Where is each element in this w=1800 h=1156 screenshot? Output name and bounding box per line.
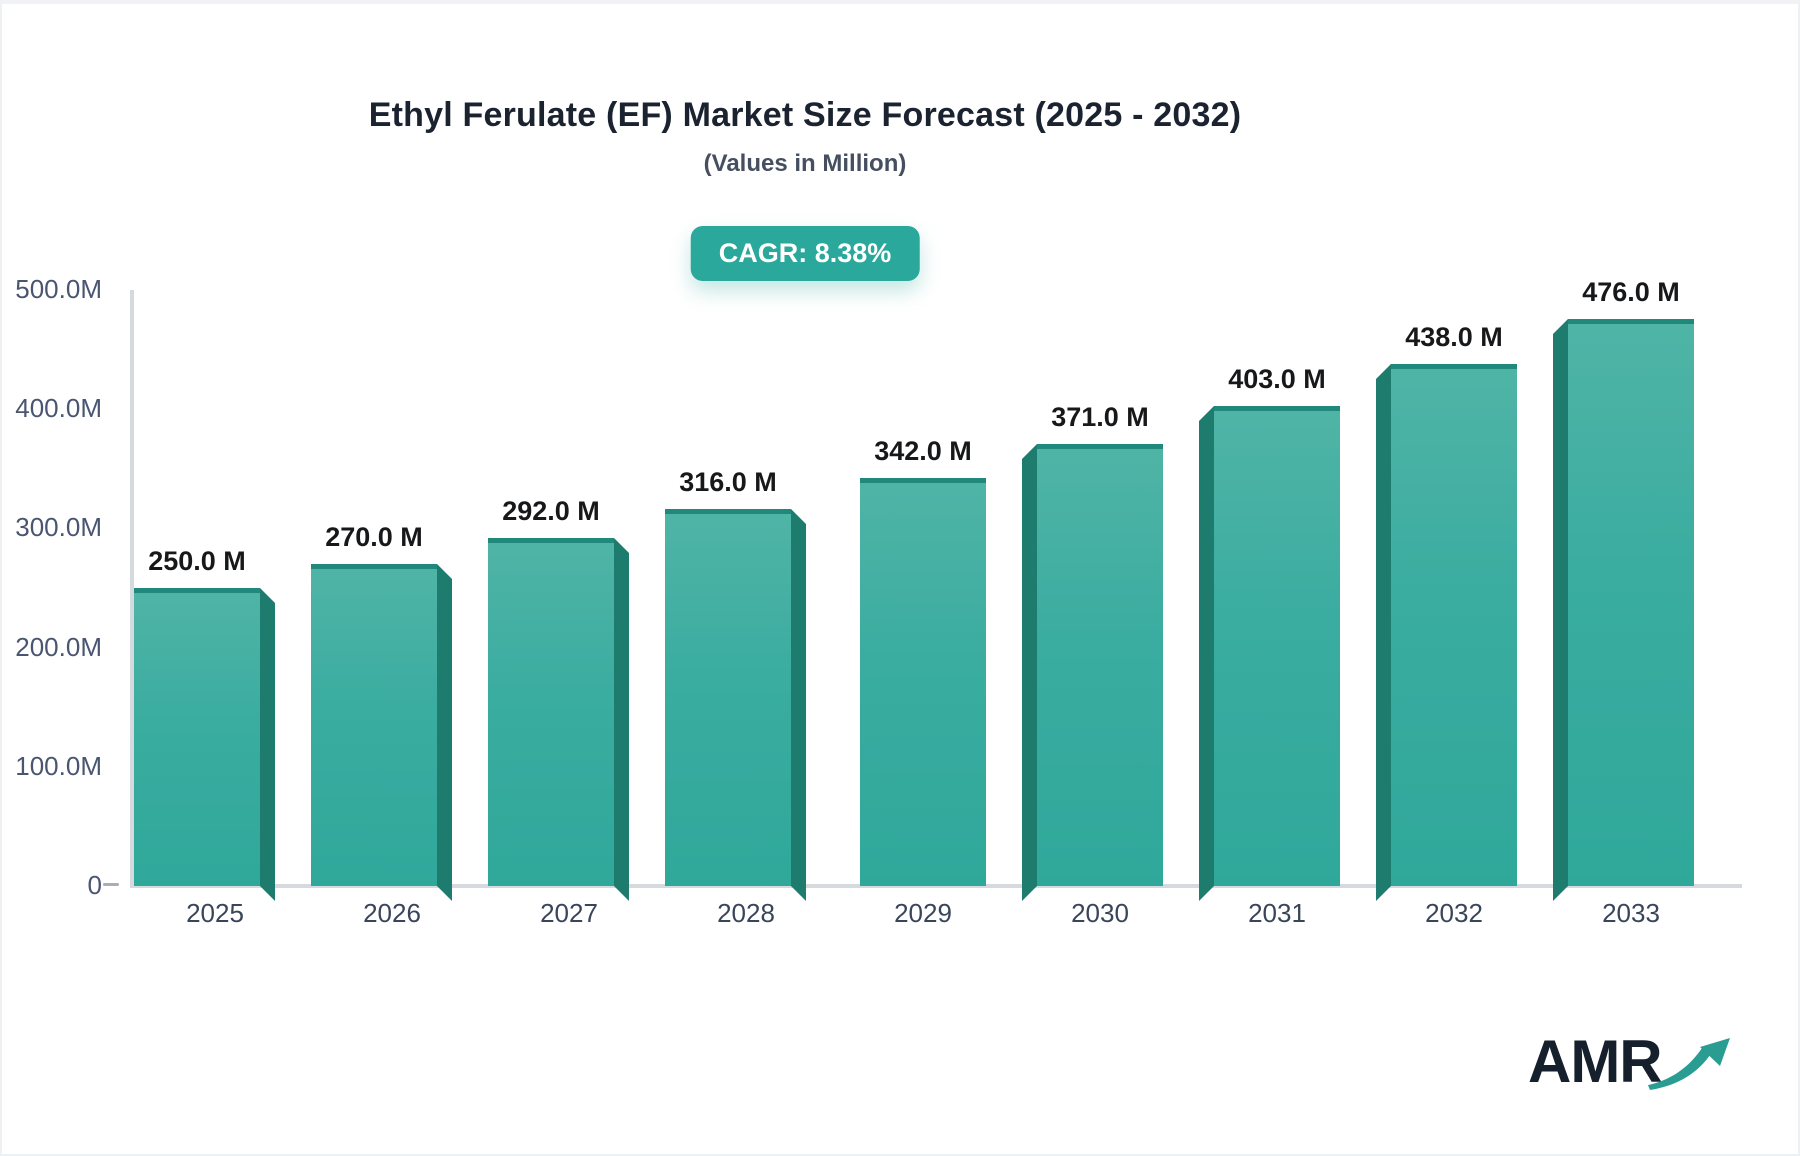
bar-2033[interactable] xyxy=(1568,319,1694,886)
zero-tick-mark xyxy=(103,883,119,886)
y-axis-label: 300.0M xyxy=(15,512,102,542)
x-axis-label: 2028 xyxy=(717,898,775,928)
bar-value-label: 403.0 M xyxy=(1228,364,1326,394)
bar-side-face-2031 xyxy=(1199,406,1214,901)
bar-2031[interactable] xyxy=(1214,406,1340,886)
y-axis-label: 100.0M xyxy=(15,751,102,781)
bar-value-label: 250.0 M xyxy=(148,546,246,576)
y-axis-label: 0 xyxy=(87,870,102,900)
bar-2028[interactable] xyxy=(665,509,791,886)
bar-side-face-2027 xyxy=(614,538,629,901)
bar-2029[interactable] xyxy=(860,478,986,886)
bar-value-label: 292.0 M xyxy=(502,496,600,526)
bar-2027[interactable] xyxy=(488,538,614,886)
bar-side-face-2026 xyxy=(437,564,452,901)
x-axis-label: 2026 xyxy=(363,898,421,928)
chart-subtitle: (Values in Million) xyxy=(703,150,907,177)
y-axis-label: 400.0M xyxy=(15,393,102,423)
bar-side-face-2033 xyxy=(1553,319,1568,901)
bar-value-label: 438.0 M xyxy=(1405,322,1503,352)
amr-logo: AMR xyxy=(1528,1032,1740,1101)
bar-2032[interactable] xyxy=(1391,364,1517,886)
bar-value-label: 476.0 M xyxy=(1582,277,1680,307)
x-axis-label: 2031 xyxy=(1248,898,1306,928)
bar-2026[interactable] xyxy=(311,564,437,886)
bar-value-label: 316.0 M xyxy=(679,467,777,497)
x-axis-line xyxy=(130,884,1742,888)
bar-value-label: 270.0 M xyxy=(325,522,423,552)
cagr-badge: CAGR: 8.38% xyxy=(690,226,920,281)
y-axis-label: 500.0M xyxy=(15,274,102,304)
bar-side-face-2032 xyxy=(1376,364,1391,901)
x-axis-label: 2033 xyxy=(1602,898,1660,928)
bar-side-face-2025 xyxy=(260,588,275,901)
amr-logo-text: AMR xyxy=(1528,1028,1663,1095)
chart-title: Ethyl Ferulate (EF) Market Size Forecast… xyxy=(368,96,1242,134)
growth-arrow-icon xyxy=(1647,1034,1740,1101)
bar-side-face-2030 xyxy=(1022,444,1037,901)
x-axis-label: 2029 xyxy=(894,898,952,928)
y-axis-line xyxy=(130,290,134,886)
x-axis-label: 2025 xyxy=(186,898,244,928)
x-axis-label: 2032 xyxy=(1425,898,1483,928)
bar-value-label: 371.0 M xyxy=(1051,402,1149,432)
bar-side-face-2028 xyxy=(791,509,806,901)
y-axis-label: 200.0M xyxy=(15,632,102,662)
bar-value-label: 342.0 M xyxy=(874,436,972,466)
x-axis-label: 2027 xyxy=(540,898,598,928)
bar-2030[interactable] xyxy=(1037,444,1163,886)
bar-2025[interactable] xyxy=(134,588,260,886)
x-axis-label: 2030 xyxy=(1071,898,1129,928)
